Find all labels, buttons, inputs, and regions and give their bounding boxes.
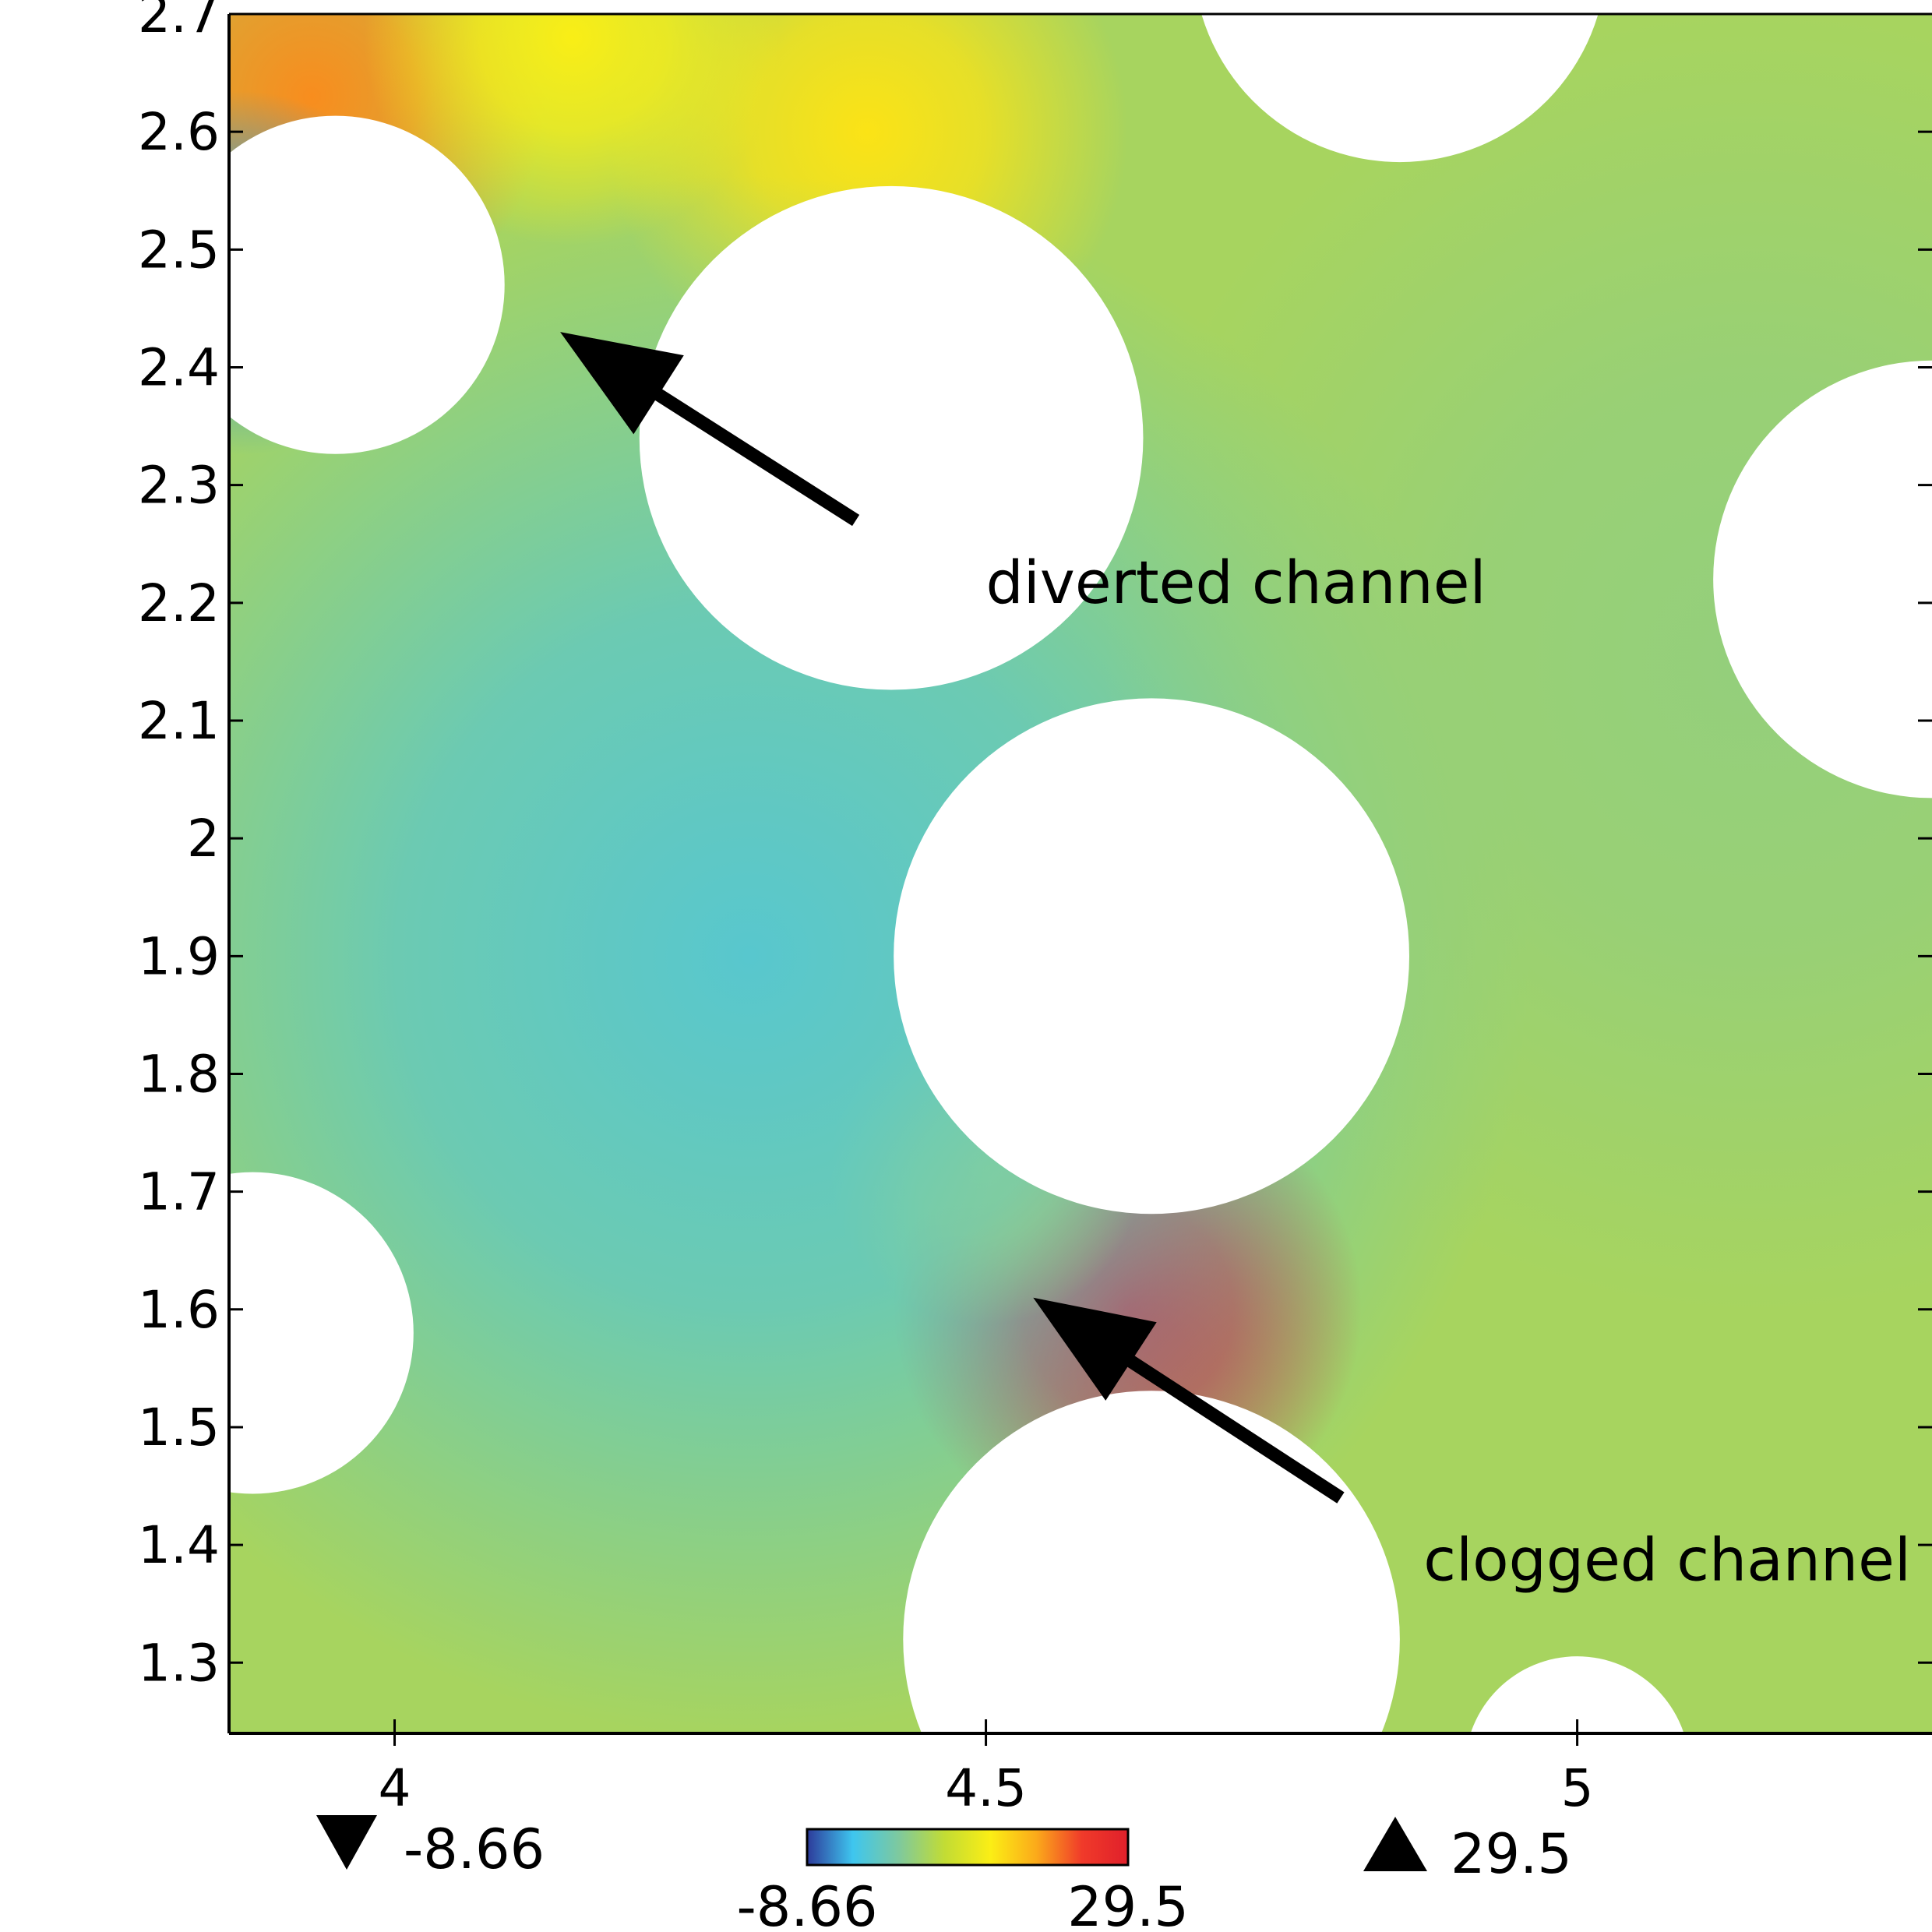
colorbar-max-label: 29.5 xyxy=(1067,1875,1189,1932)
min-marker-icon xyxy=(316,1815,377,1870)
annotation-arrow-head xyxy=(560,332,684,435)
y-tick-label: 1.9 xyxy=(138,926,220,986)
y-tick-label: 1.7 xyxy=(138,1162,220,1222)
obstacle-disk xyxy=(903,1391,1400,1733)
y-tick-label: 2.4 xyxy=(138,337,220,397)
min-marker-label: -8.66 xyxy=(404,1817,545,1881)
obstacle-disk xyxy=(639,185,1144,690)
annotation-arrow-shaft xyxy=(1120,1351,1345,1504)
annotation-arrow-shaft xyxy=(648,385,860,527)
x-tick-label: 4 xyxy=(379,1758,411,1818)
colorbar xyxy=(806,1828,1130,1867)
annotation-label: diverted channel xyxy=(986,548,1486,617)
y-tick-label: 1.8 xyxy=(138,1044,220,1104)
colorbar-legend: -8.66 29.5 -8.66 29.5 xyxy=(316,1815,1572,1932)
y-tick-label: 2.1 xyxy=(138,691,220,751)
max-marker-label: 29.5 xyxy=(1451,1822,1572,1886)
obstacle-disk xyxy=(1201,14,1599,162)
obstacle-disk xyxy=(1470,1656,1684,1733)
x-tick-label: 5 xyxy=(1561,1758,1594,1818)
y-tick-label: 2.2 xyxy=(138,573,220,633)
max-marker-icon xyxy=(1363,1817,1427,1871)
axes: 1.3 1.4 1.5 1.6 1.7 1.8 1.9 2 2.1 2.2 2.3 2.4 2.5 2.6… xyxy=(138,0,1932,1818)
y-tick-label: 2.3 xyxy=(138,456,220,516)
y-tick-label: 1.4 xyxy=(138,1515,220,1575)
y-tick-label: 1.3 xyxy=(138,1633,220,1693)
x-tick-label: 4.5 xyxy=(945,1758,1027,1818)
y-tick-label: 2.5 xyxy=(138,220,220,280)
y-tick-label: 2.7 xyxy=(138,0,220,44)
obstacle-disk xyxy=(229,1172,414,1494)
colorbar-min-label: -8.66 xyxy=(736,1875,877,1932)
annotation-arrow-head xyxy=(1033,1297,1157,1401)
y-tick-label: 1.5 xyxy=(138,1398,220,1458)
y-tick-label: 2.6 xyxy=(138,102,220,162)
obstacle-disk xyxy=(1713,360,1932,799)
annotations: diverted channel clogged channel xyxy=(560,332,1911,1594)
y-tick-label: 1.6 xyxy=(138,1280,220,1340)
obstacles xyxy=(229,14,1932,1733)
obstacle-disk xyxy=(229,115,505,454)
y-tick-label: 2 xyxy=(187,809,220,869)
annotation-label: clogged channel xyxy=(1423,1525,1911,1594)
obstacle-disk xyxy=(894,698,1410,1215)
